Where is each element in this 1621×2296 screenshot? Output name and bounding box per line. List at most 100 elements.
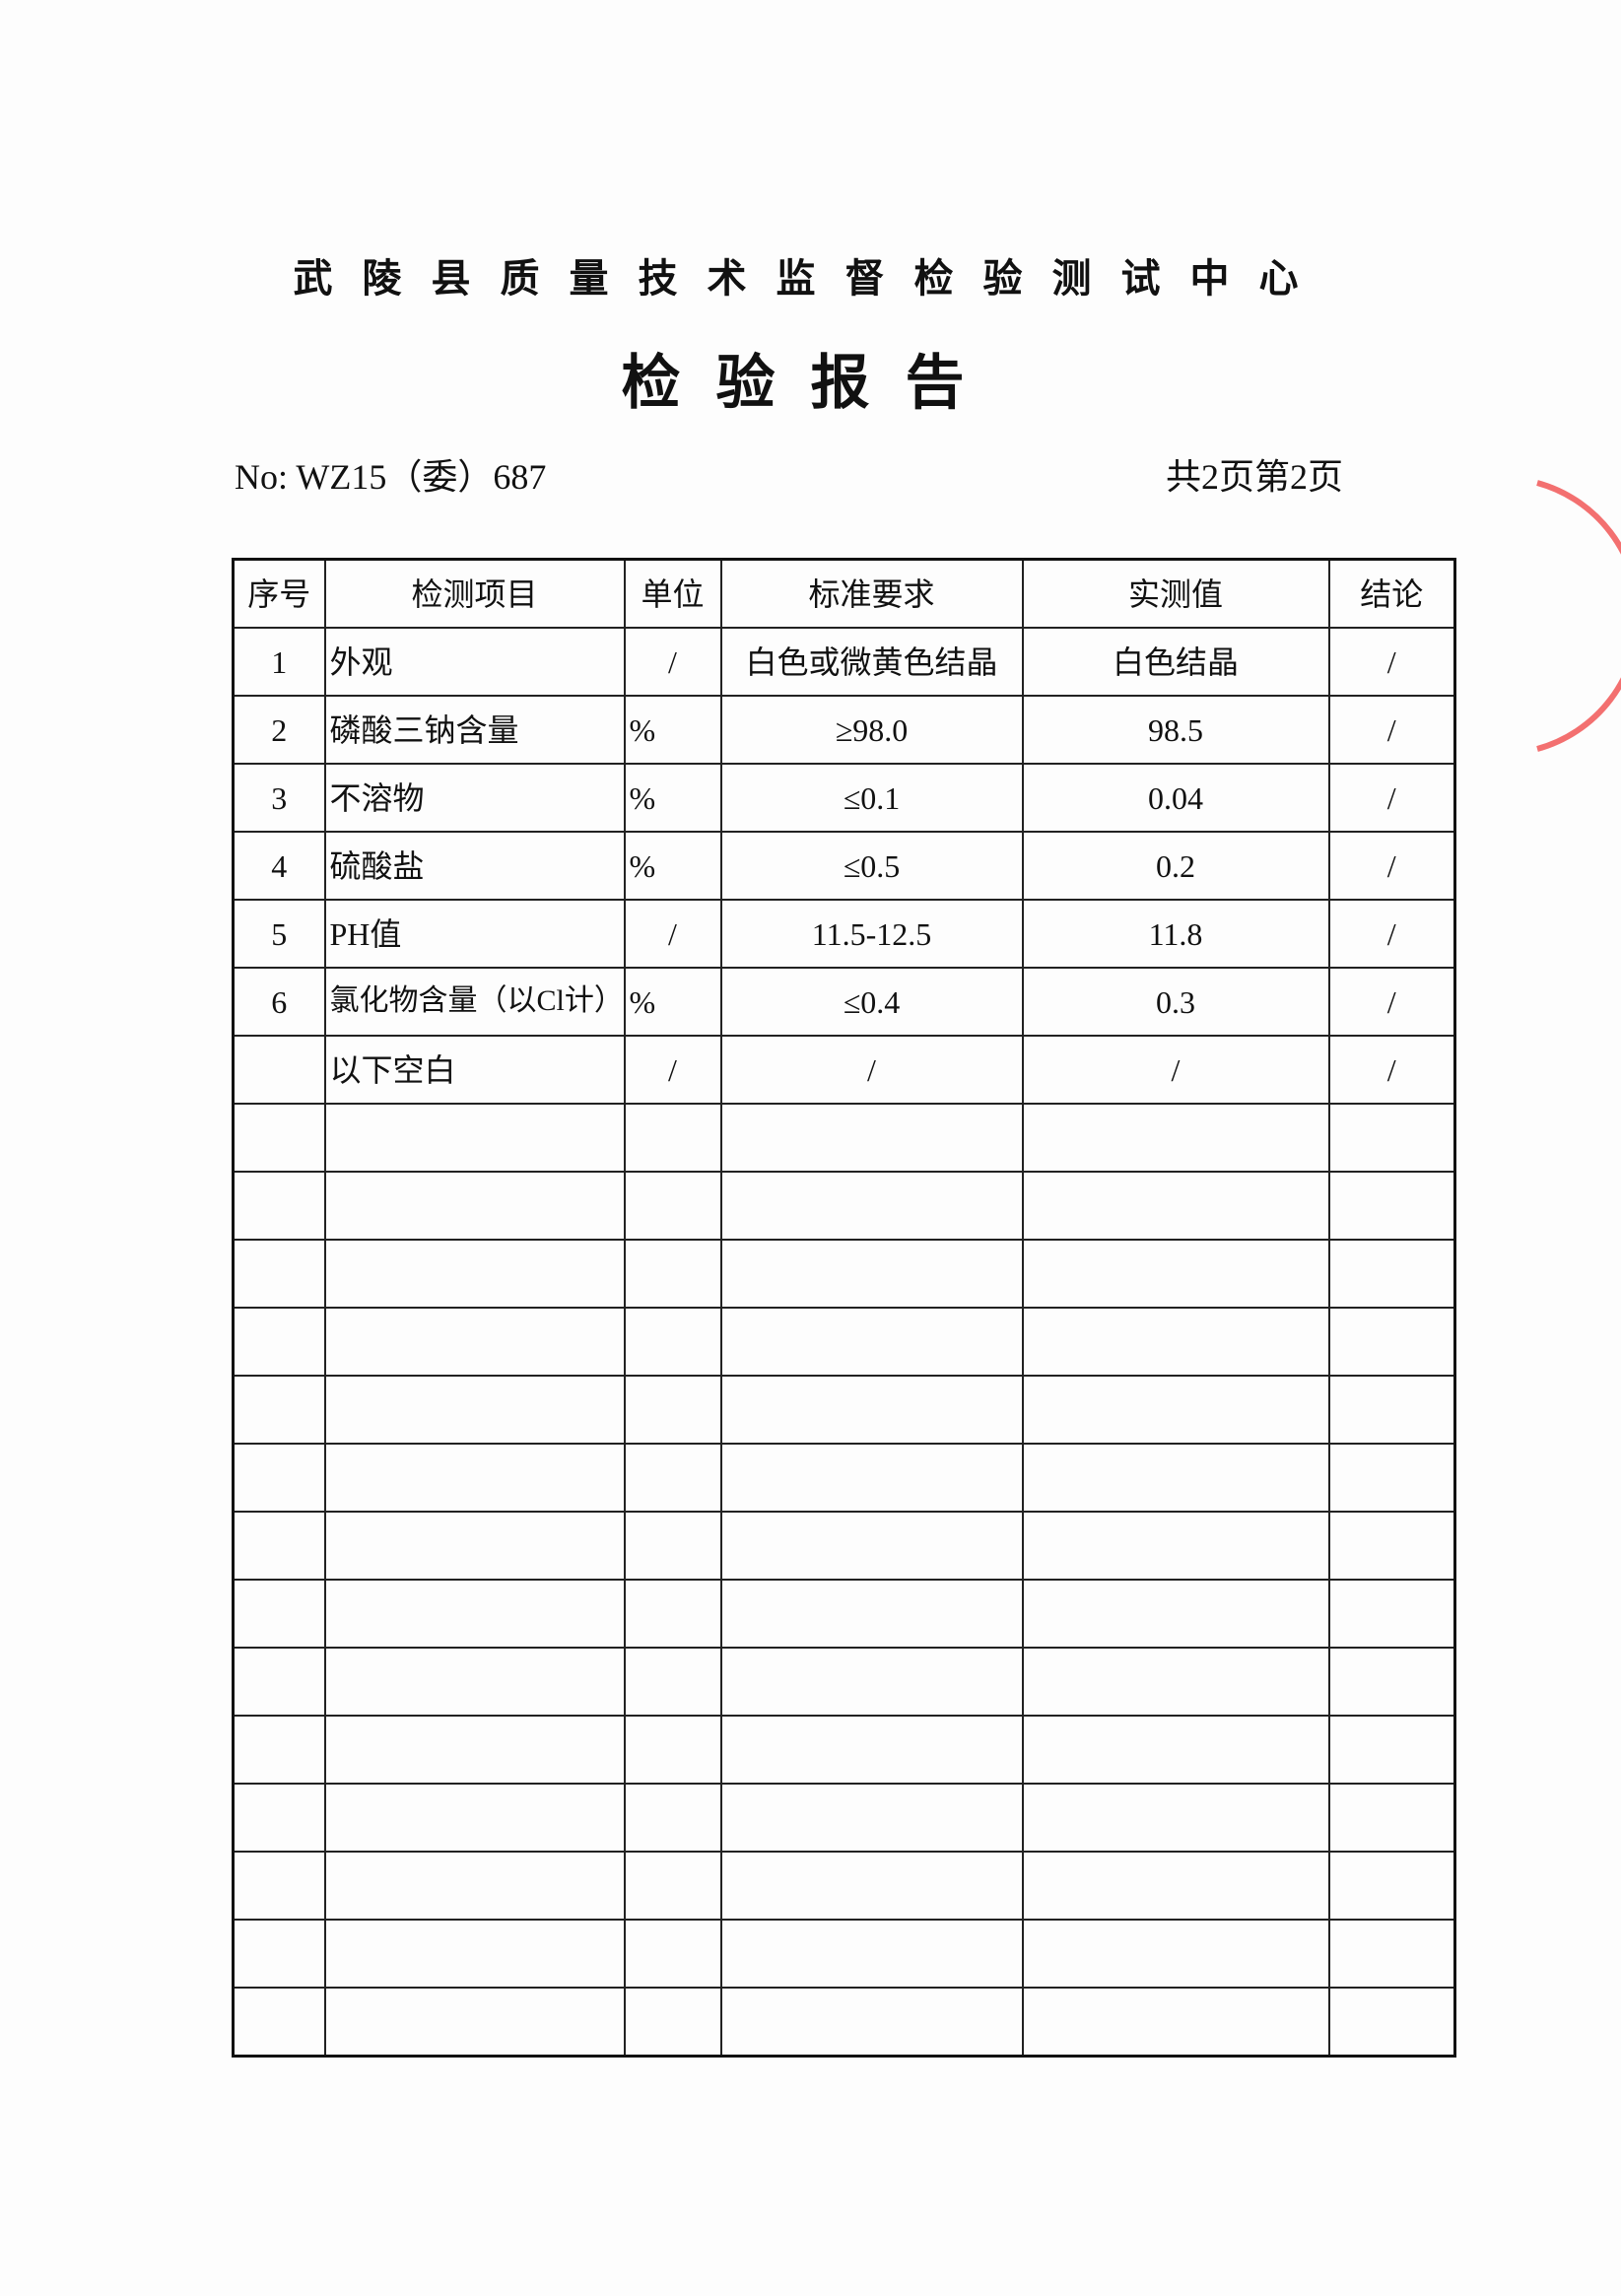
cell-empty bbox=[719, 1171, 1024, 1241]
cell-empty bbox=[1327, 1783, 1456, 1853]
table-row: 1 外观 / 白色或微黄色结晶 白色结晶 / bbox=[232, 627, 1456, 697]
header-row: 序号 检测项目 单位 标准要求 实测值 结论 bbox=[232, 558, 1456, 629]
cell-standard: ≥98.0 bbox=[719, 695, 1024, 765]
cell-empty bbox=[232, 1307, 326, 1377]
blank-row bbox=[232, 1919, 1456, 1989]
stamp-arc bbox=[1536, 480, 1621, 752]
cell-empty bbox=[1021, 1715, 1330, 1785]
cell-empty bbox=[323, 1783, 626, 1853]
cell-empty bbox=[323, 1375, 626, 1445]
blank-row bbox=[232, 1239, 1456, 1309]
blank-row bbox=[232, 1851, 1456, 1921]
cell-empty bbox=[232, 1103, 326, 1173]
blank-row bbox=[232, 1579, 1456, 1649]
cell-no: 5 bbox=[232, 899, 326, 969]
cell-empty bbox=[323, 1307, 626, 1377]
cell-empty bbox=[623, 1851, 722, 1921]
cell-empty bbox=[1021, 1851, 1330, 1921]
cell-item: 氯化物含量（以Cl计） bbox=[323, 967, 626, 1037]
result-table: 序号 检测项目 单位 标准要求 实测值 结论 1 外观 / 白色或微黄色结晶 白色结晶/2 磷酸三钠含… bbox=[232, 558, 1456, 2058]
cell-unit: / bbox=[623, 627, 722, 697]
cell-empty bbox=[1327, 1851, 1456, 1921]
cell-empty bbox=[719, 1647, 1024, 1717]
cell-empty bbox=[719, 1443, 1024, 1513]
cell-no: 4 bbox=[232, 831, 326, 901]
cell-item: 以下空白 bbox=[323, 1035, 626, 1105]
table-row: 以下空白 / / / / bbox=[232, 1035, 1456, 1105]
cell-empty bbox=[1327, 1579, 1456, 1649]
cell-empty bbox=[1327, 1171, 1456, 1241]
organization: 武陵县质量技术监督检验测试中心 bbox=[293, 256, 1328, 302]
cell-empty bbox=[323, 1647, 626, 1717]
cell-conclusion: / bbox=[1327, 967, 1456, 1037]
cell-standard: ≤0.5 bbox=[719, 831, 1024, 901]
cell-empty bbox=[623, 1579, 722, 1649]
cell-item: 不溶物 bbox=[323, 763, 626, 833]
cell-measured: / bbox=[1021, 1035, 1330, 1105]
cell-no: 2 bbox=[232, 695, 326, 765]
cell-empty bbox=[1021, 1987, 1330, 2058]
cell-conclusion: / bbox=[1327, 627, 1456, 697]
cell-empty bbox=[1327, 1103, 1456, 1173]
cell-measured: 0.04 bbox=[1021, 763, 1330, 833]
cell-empty bbox=[1021, 1579, 1330, 1649]
cell-empty bbox=[232, 1715, 326, 1785]
cell-empty bbox=[323, 1103, 626, 1173]
column-header: 序号 bbox=[232, 558, 326, 629]
cell-empty bbox=[232, 1579, 326, 1649]
column-header: 单位 bbox=[623, 558, 722, 629]
blank-row bbox=[232, 1375, 1456, 1445]
cell-empty bbox=[719, 1919, 1024, 1989]
blank-row bbox=[232, 1443, 1456, 1513]
cell-empty bbox=[623, 1715, 722, 1785]
cell-empty bbox=[323, 1443, 626, 1513]
cell-empty bbox=[719, 1579, 1024, 1649]
cell-empty bbox=[1021, 1511, 1330, 1581]
cell-standard: 11.5-12.5 bbox=[719, 899, 1024, 969]
cell-empty bbox=[1021, 1783, 1330, 1853]
cell-empty bbox=[623, 1103, 722, 1173]
cell-unit: % bbox=[623, 763, 722, 833]
cell-empty bbox=[1021, 1307, 1330, 1377]
cell-no: 6 bbox=[232, 967, 326, 1037]
cell-empty bbox=[623, 1987, 722, 2058]
cell-measured: 0.2 bbox=[1021, 831, 1330, 901]
blank-row bbox=[232, 1715, 1456, 1785]
report-title: 检验报告 bbox=[621, 349, 1000, 418]
cell-empty bbox=[232, 1443, 326, 1513]
table-row: 6 氯化物含量（以Cl计）% ≤0.4 0.3/ bbox=[232, 967, 1456, 1037]
cell-empty bbox=[1327, 1647, 1456, 1717]
cell-empty bbox=[323, 1919, 626, 1989]
blank-row bbox=[232, 1987, 1456, 2058]
cell-empty bbox=[1021, 1375, 1330, 1445]
blank-row bbox=[232, 1783, 1456, 1853]
cell-unit: % bbox=[623, 831, 722, 901]
cell-empty bbox=[623, 1171, 722, 1241]
blank-row bbox=[232, 1647, 1456, 1717]
cell-empty bbox=[1327, 1715, 1456, 1785]
cell-empty bbox=[623, 1307, 722, 1377]
cell-empty bbox=[232, 1987, 326, 2058]
blank-row bbox=[232, 1511, 1456, 1581]
cell-empty bbox=[623, 1783, 722, 1853]
column-header: 标准要求 bbox=[719, 558, 1024, 629]
cell-empty bbox=[232, 1171, 326, 1241]
table-row: 4 硫酸盐% ≤0.5 0.2/ bbox=[232, 831, 1456, 901]
cell-empty bbox=[623, 1647, 722, 1717]
blank-row bbox=[232, 1171, 1456, 1241]
cell-empty bbox=[719, 1851, 1024, 1921]
cell-empty bbox=[323, 1171, 626, 1241]
cell-empty bbox=[323, 1239, 626, 1309]
cell-item: 磷酸三钠含量 bbox=[323, 695, 626, 765]
cell-empty bbox=[1327, 1443, 1456, 1513]
cell-empty bbox=[1021, 1239, 1330, 1309]
cell-measured: 白色结晶 bbox=[1021, 627, 1330, 697]
stamp bbox=[1536, 480, 1621, 752]
cell-empty bbox=[1021, 1171, 1330, 1241]
cell-empty bbox=[232, 1375, 326, 1445]
cell-empty bbox=[1021, 1647, 1330, 1717]
cell-empty bbox=[623, 1443, 722, 1513]
cell-empty bbox=[1327, 1919, 1456, 1989]
cell-unit: % bbox=[623, 967, 722, 1037]
cell-empty bbox=[1327, 1307, 1456, 1377]
